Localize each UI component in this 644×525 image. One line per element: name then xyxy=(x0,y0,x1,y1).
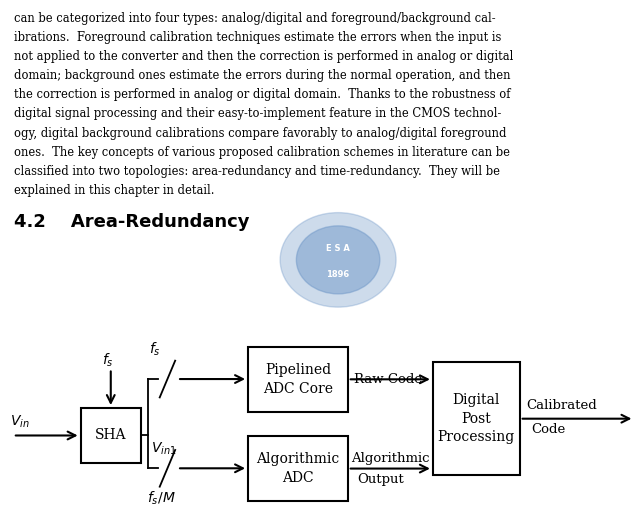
Text: domain; background ones estimate the errors during the normal operation, and the: domain; background ones estimate the err… xyxy=(14,69,511,82)
Text: the correction is performed in analog or digital domain.  Thanks to the robustne: the correction is performed in analog or… xyxy=(14,88,511,101)
Text: E S A: E S A xyxy=(326,244,350,253)
Text: Algorithmic
ADC: Algorithmic ADC xyxy=(256,453,339,485)
Text: ones.  The key concepts of various proposed calibration schemes in literature ca: ones. The key concepts of various propos… xyxy=(14,146,510,159)
Text: $V_{in}$: $V_{in}$ xyxy=(10,414,30,430)
Text: $V_{in1}$: $V_{in1}$ xyxy=(151,441,177,457)
Text: not applied to the converter and then the correction is performed in analog or d: not applied to the converter and then th… xyxy=(14,50,513,63)
Text: ogy, digital background calibrations compare favorably to analog/digital foregro: ogy, digital background calibrations com… xyxy=(14,127,507,140)
Text: explained in this chapter in detail.: explained in this chapter in detail. xyxy=(14,184,214,197)
Text: SHA: SHA xyxy=(95,428,126,443)
Text: $f_s/M$: $f_s/M$ xyxy=(147,489,175,507)
Text: $f_s$: $f_s$ xyxy=(149,341,160,358)
Text: Output: Output xyxy=(357,472,404,486)
Text: 4.2    Area-Redundancy: 4.2 Area-Redundancy xyxy=(14,213,250,230)
Text: digital signal processing and their easy-to-implement feature in the CMOS techno: digital signal processing and their easy… xyxy=(14,108,502,120)
Circle shape xyxy=(280,213,396,307)
FancyBboxPatch shape xyxy=(248,436,348,501)
Text: Algorithmic: Algorithmic xyxy=(351,452,430,465)
Text: $f_s$: $f_s$ xyxy=(102,352,113,370)
FancyBboxPatch shape xyxy=(248,346,348,412)
Text: Digital
Post
Processing: Digital Post Processing xyxy=(438,393,515,444)
FancyBboxPatch shape xyxy=(433,362,520,475)
Text: Raw Code: Raw Code xyxy=(354,373,422,386)
Text: can be categorized into four types: analog/digital and foreground/background cal: can be categorized into four types: anal… xyxy=(14,12,496,25)
Circle shape xyxy=(296,226,380,294)
Text: classified into two topologies: area-redundancy and time-redundancy.  They will : classified into two topologies: area-red… xyxy=(14,165,500,178)
Text: Code: Code xyxy=(531,423,565,436)
Text: ibrations.  Foreground calibration techniques estimate the errors when the input: ibrations. Foreground calibration techni… xyxy=(14,30,502,44)
Text: 1896: 1896 xyxy=(327,269,350,279)
Text: Pipelined
ADC Core: Pipelined ADC Core xyxy=(263,363,333,395)
FancyBboxPatch shape xyxy=(80,408,141,463)
Text: Calibrated: Calibrated xyxy=(526,399,597,412)
